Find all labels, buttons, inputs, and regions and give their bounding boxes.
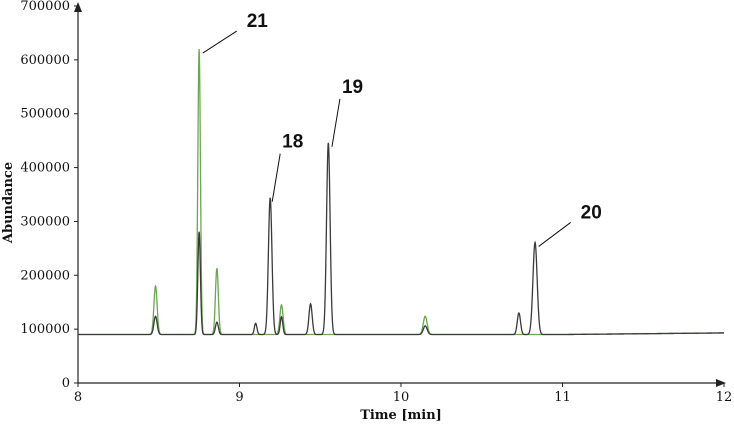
peak-leader-line: [202, 30, 238, 54]
axes: [74, 2, 726, 387]
x-tick-label: 11: [554, 390, 571, 405]
dark-trace: [78, 142, 725, 336]
y-tick-label: 500000: [20, 107, 70, 122]
peak-label: 19: [342, 77, 363, 98]
peak-label: 20: [581, 202, 602, 223]
peak-label: 18: [282, 132, 303, 153]
x-tick-label: 8: [74, 390, 82, 405]
y-tick-label: 300000: [20, 214, 70, 229]
y-tick-label: 0: [62, 376, 70, 391]
series-lines: [78, 49, 725, 336]
peak-leader-line: [331, 98, 341, 147]
y-tick-label: 700000: [20, 0, 70, 14]
green-trace: [78, 49, 725, 336]
y-tick-label: 200000: [20, 268, 70, 283]
x-tick-label: 10: [393, 390, 410, 405]
x-axis-title: Time [min]: [360, 408, 442, 423]
tick-labels: 8 9 10 11 12 0 100000 200000 300000 400000 500000 6…: [20, 0, 732, 405]
peak-annotations: 21 18 19 20: [202, 11, 602, 247]
x-axis-arrow: [716, 379, 726, 387]
y-tick-label: 100000: [20, 322, 70, 337]
peak-label: 21: [247, 11, 269, 32]
x-tick-label: 9: [235, 390, 243, 405]
y-axis-title: Abundance: [1, 162, 16, 244]
y-axis-arrow: [74, 2, 82, 12]
y-tick-label: 600000: [20, 53, 70, 68]
peak-leader-line: [271, 153, 281, 202]
peak-leader-line: [538, 222, 571, 247]
y-tick-label: 400000: [20, 161, 70, 176]
x-tick-label: 12: [716, 390, 733, 405]
